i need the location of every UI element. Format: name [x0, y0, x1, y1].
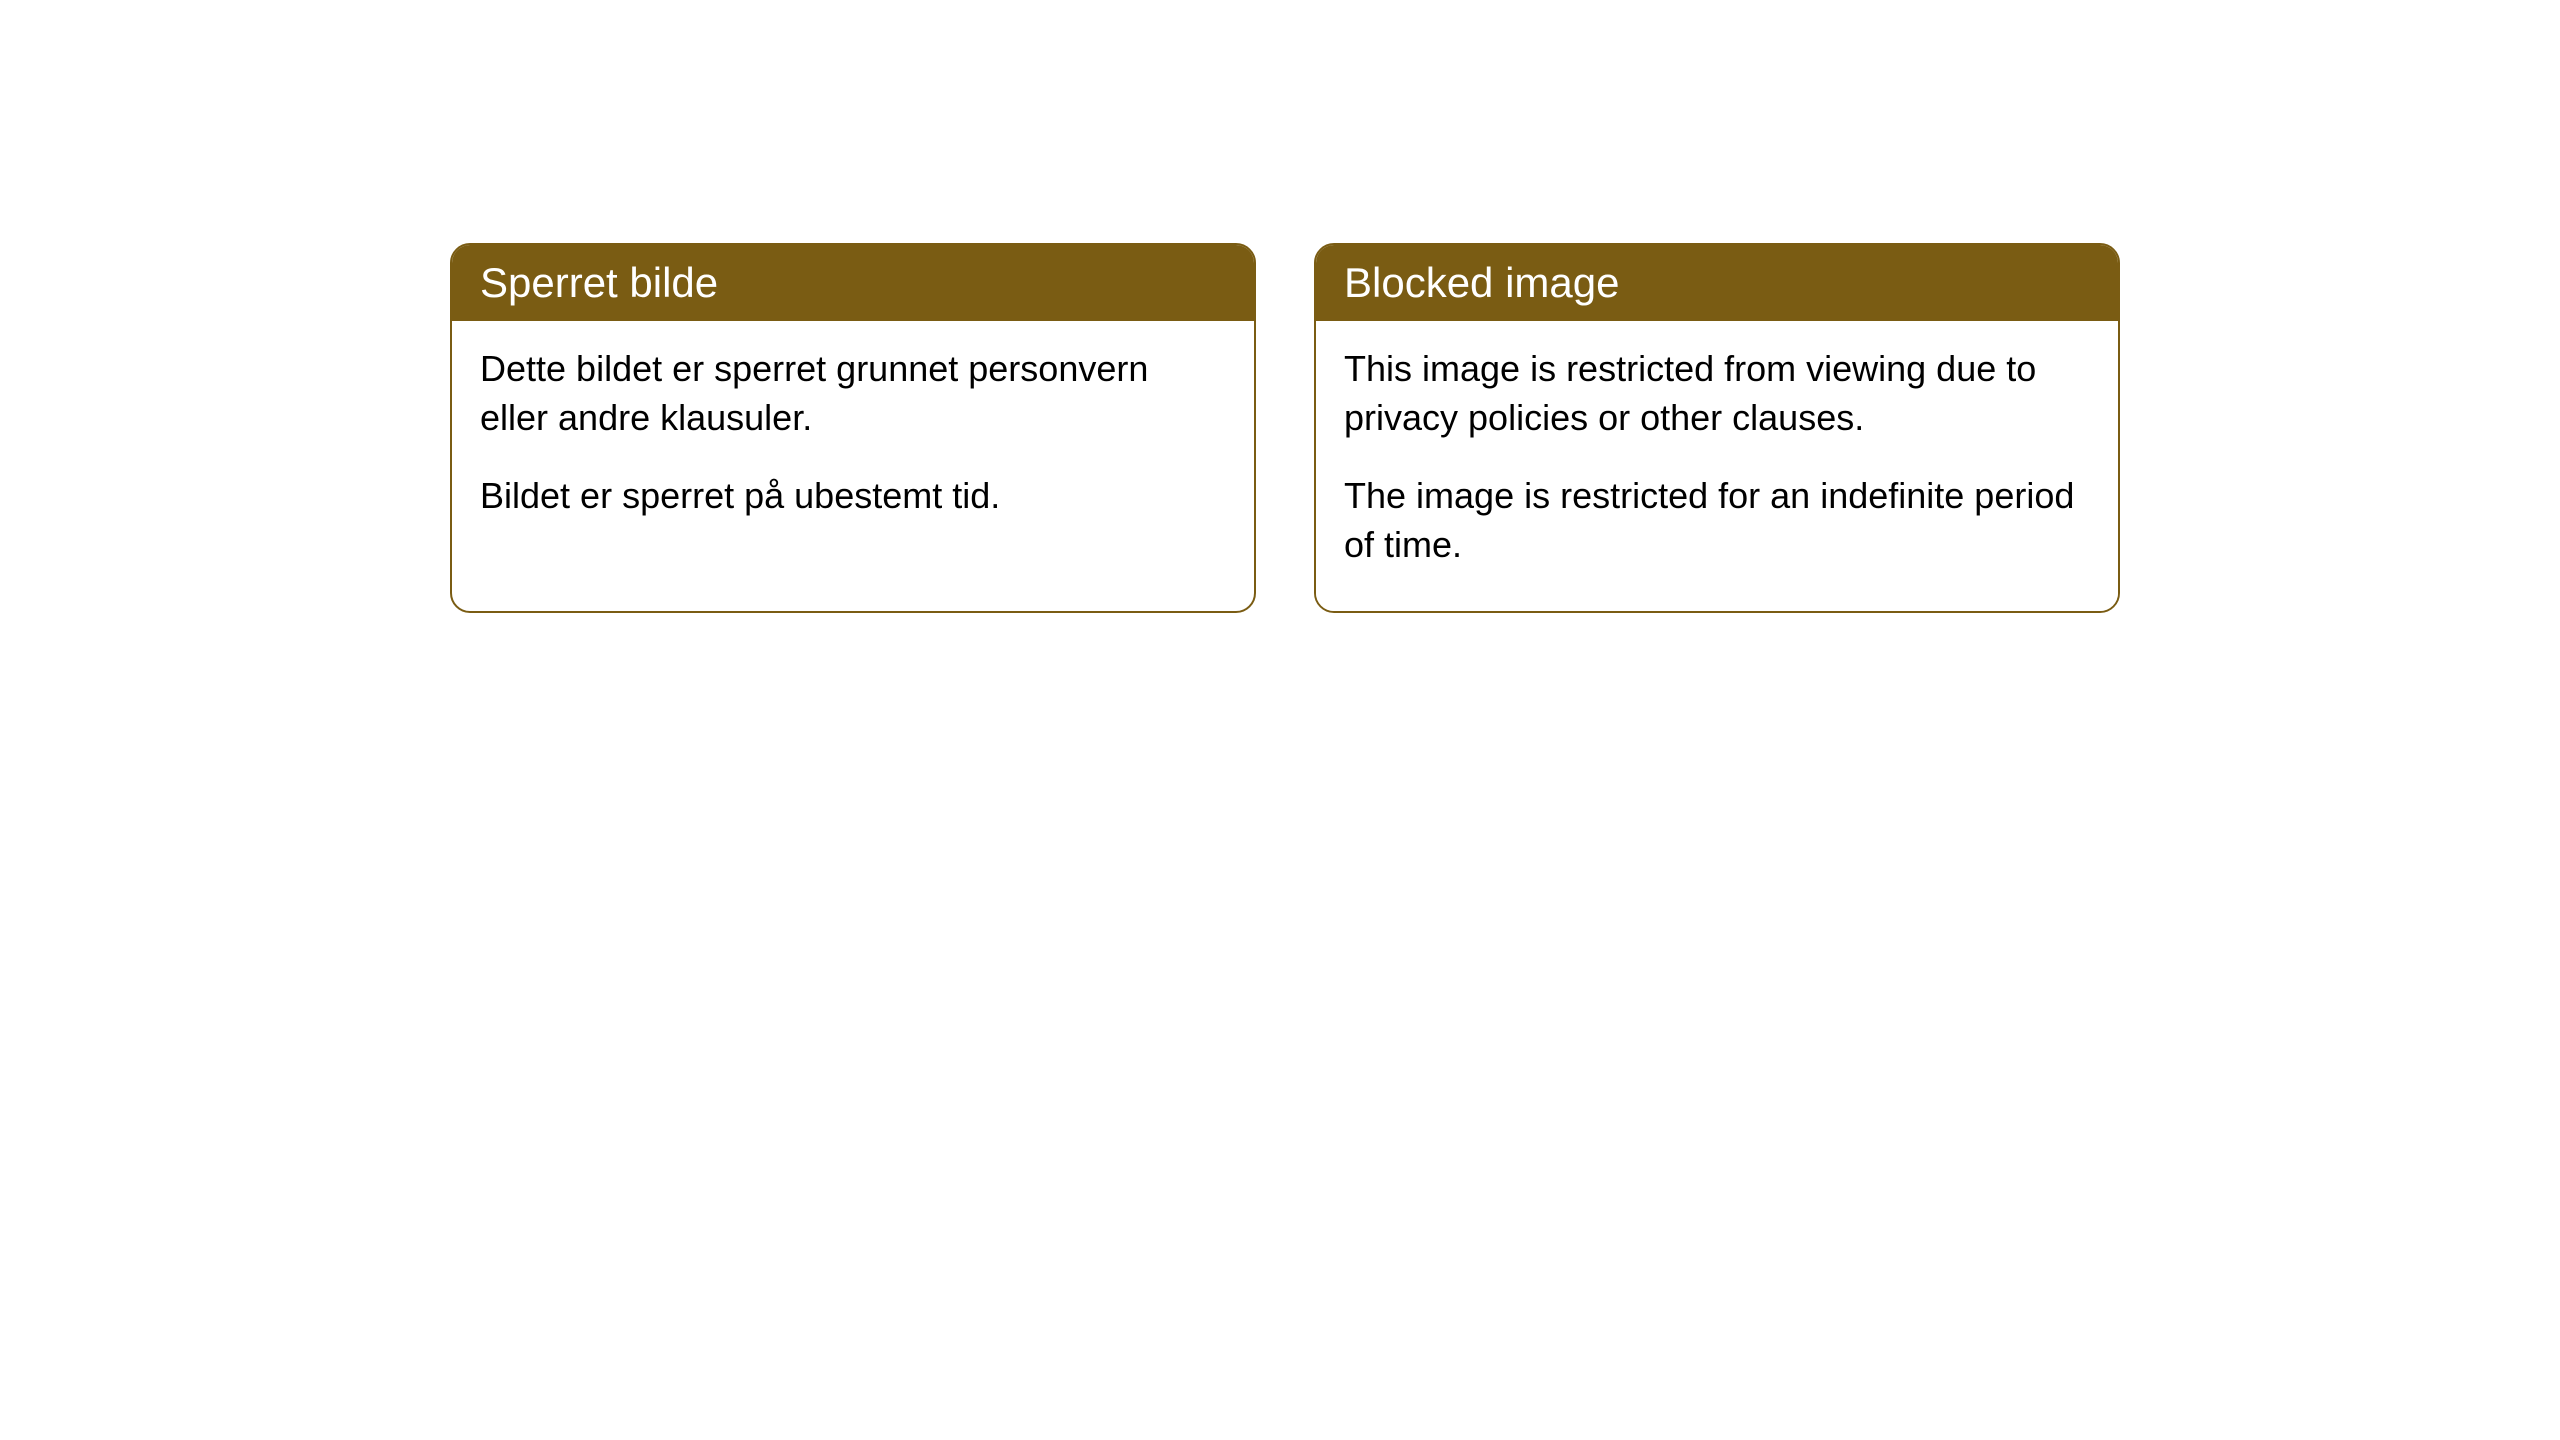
card-title: Blocked image: [1344, 259, 1619, 306]
notice-card-english: Blocked image This image is restricted f…: [1314, 243, 2120, 613]
card-body: This image is restricted from viewing du…: [1316, 321, 2118, 611]
card-body: Dette bildet er sperret grunnet personve…: [452, 321, 1254, 563]
notice-cards-container: Sperret bilde Dette bildet er sperret gr…: [450, 243, 2120, 613]
card-paragraph: Bildet er sperret på ubestemt tid.: [480, 472, 1226, 521]
card-header: Blocked image: [1316, 245, 2118, 321]
card-paragraph: The image is restricted for an indefinit…: [1344, 472, 2090, 569]
card-title: Sperret bilde: [480, 259, 718, 306]
card-paragraph: This image is restricted from viewing du…: [1344, 345, 2090, 442]
card-paragraph: Dette bildet er sperret grunnet personve…: [480, 345, 1226, 442]
notice-card-norwegian: Sperret bilde Dette bildet er sperret gr…: [450, 243, 1256, 613]
card-header: Sperret bilde: [452, 245, 1254, 321]
